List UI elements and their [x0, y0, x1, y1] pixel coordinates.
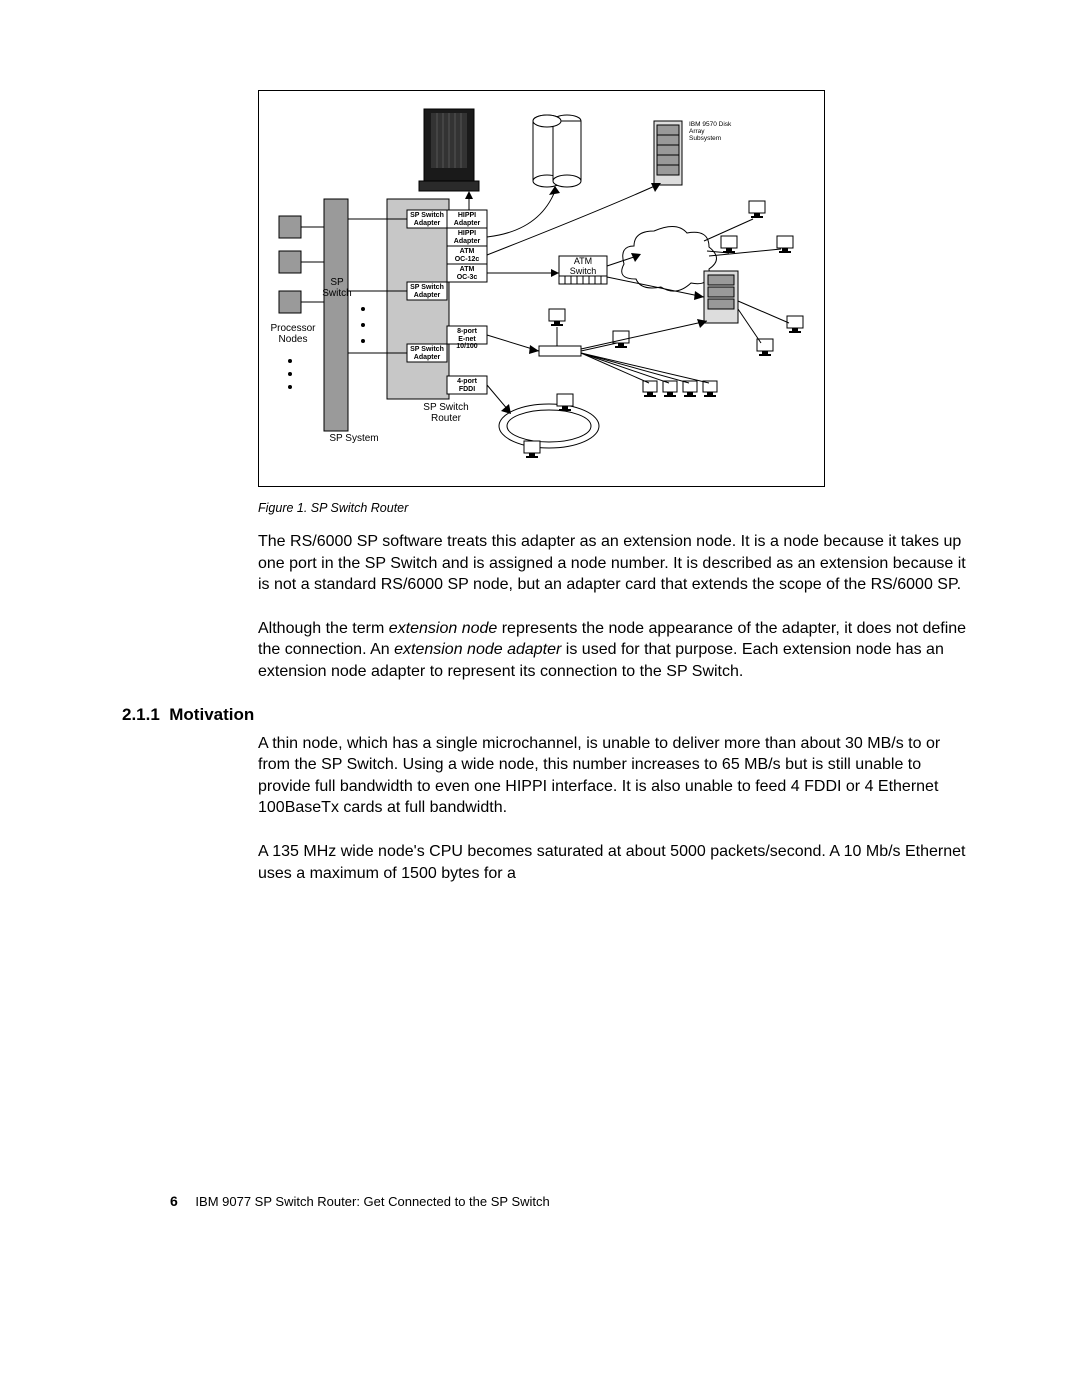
label-disk-array: IBM 9570 DiskArraySubsystem — [689, 121, 769, 142]
figure-caption: Figure 1. SP Switch Router — [258, 501, 970, 515]
section-heading: 2.1.1 Motivation — [122, 705, 970, 725]
paragraph-1: The RS/6000 SP software treats this adap… — [258, 531, 970, 596]
card-hippi-2: HIPPIAdapter — [447, 230, 487, 245]
page: IBM 9570 DiskArraySubsystem ProcessorNod… — [0, 0, 1080, 1397]
p2-em-2: extension node adapter — [394, 641, 561, 658]
paragraph-3: A thin node, which has a single microcha… — [258, 733, 970, 819]
section-number: 2.1.1 — [122, 705, 160, 724]
card-hippi-1: HIPPIAdapter — [447, 212, 487, 227]
card-sp-adapter-3: SP SwitchAdapter — [407, 346, 447, 361]
p2-text-a: Although the term — [258, 620, 389, 637]
p2-em-1: extension node — [389, 620, 498, 637]
section-title: Motivation — [169, 705, 254, 724]
card-fddi: 4-portFDDI — [447, 378, 487, 393]
label-sp-switch-router: SP SwitchRouter — [411, 402, 481, 424]
page-footer: 6 IBM 9077 SP Switch Router: Get Connect… — [170, 1193, 550, 1209]
label-sp-switch: SPSwitch — [319, 277, 355, 299]
card-enet: 8-portE-net 10/100 — [447, 328, 487, 351]
card-atm-12: ATMOC-12c — [447, 248, 487, 263]
label-processor-nodes: ProcessorNodes — [263, 323, 323, 345]
card-atm-3: ATMOC-3c — [447, 266, 487, 281]
paragraph-2: Although the term extension node represe… — [258, 618, 970, 683]
label-sp-system: SP System — [319, 433, 389, 444]
book-title: IBM 9077 SP Switch Router: Get Connected… — [195, 1194, 549, 1209]
paragraph-4: A 135 MHz wide node's CPU becomes satura… — [258, 841, 970, 884]
page-number: 6 — [170, 1193, 178, 1209]
label-atm-switch: ATMSwitch — [562, 257, 604, 277]
figure-1-diagram: IBM 9570 DiskArraySubsystem ProcessorNod… — [258, 90, 825, 487]
card-sp-adapter-1: SP SwitchAdapter — [407, 212, 447, 227]
card-sp-adapter-2: SP SwitchAdapter — [407, 284, 447, 299]
